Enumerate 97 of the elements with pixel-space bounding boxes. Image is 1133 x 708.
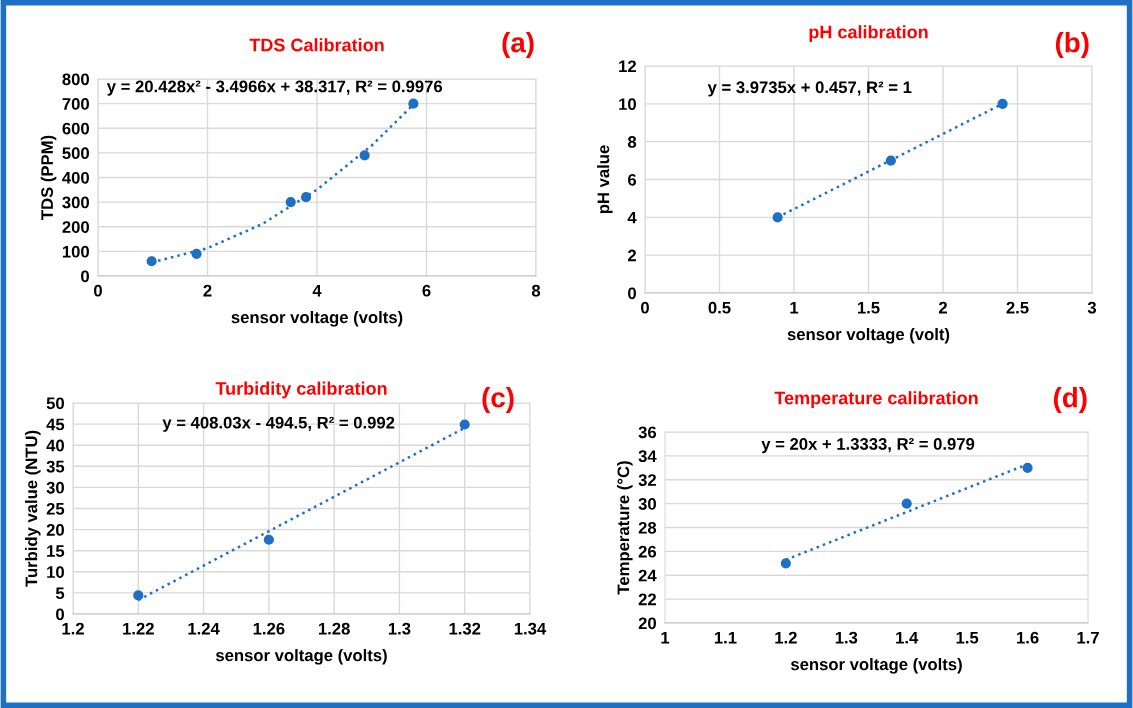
y-tick-label: 15 [47,545,65,557]
x-tick-label: 1.2 [775,631,797,644]
x-tick-label: 1.5 [857,301,880,314]
y-tick-label: 45 [46,418,65,431]
x-tick-label: 3 [1087,301,1097,314]
y-tick-label: 30 [46,481,64,494]
x-tick-label: 1 [790,301,799,314]
text: (b) [1055,32,1089,58]
y-tick-label: 34 [638,450,657,463]
x-tick-label: 8 [531,284,541,297]
y-tick-label: 100 [62,245,89,258]
annotation: (c) [482,387,514,413]
point [263,534,274,545]
x-tick-label: 1.22 [123,622,154,635]
text: (a) [502,32,534,58]
x-tick-label: 0.5 [708,301,731,314]
y-axis-title: pH value [597,145,613,214]
y-tick-label: 0 [81,270,89,283]
x-axis-title: sensor voltage (volts) [790,657,962,674]
y-tick-label: 20 [638,617,656,630]
y-tick-label: 35 [46,460,65,473]
x-tick-label: 1.26 [253,622,285,635]
annotation: y = 20.428x² - 3.4966x + 38.317, R² = 0.9976 [106,80,443,96]
chart-title: Turbidity calibration [215,381,387,399]
y-tick-label: 600 [62,122,89,135]
y-tick-label: 10 [47,566,64,578]
x-tick-label: 2 [203,284,212,297]
y-tick-label: 8 [627,136,637,148]
text: (d) [1053,387,1087,413]
x-tick-label: 1.7 [1077,631,1099,644]
point [997,98,1008,109]
y-tick-label: 300 [62,196,89,209]
y-tick-label: 28 [638,521,657,534]
x-tick-label: 1.32 [449,622,481,635]
point [133,590,144,601]
point [285,197,296,208]
x-tick-label: 1.34 [514,622,547,635]
point [146,256,157,267]
annotation: y = 20x + 1.3333, R² = 0.979 [761,438,975,454]
annotation: y = 408.03x - 494.5, R² = 0.992 [162,416,395,432]
y-tick-label: 20 [46,524,64,536]
y-tick-label: 40 [46,439,64,452]
x-tick-label: 1.4 [896,631,919,644]
y-tick-label: 500 [62,147,89,160]
y-axis-title: Turbidy value (NTU) [25,430,41,587]
y-tick-label: 700 [62,98,89,110]
y-axis-title: TDS (PPM) [40,135,57,220]
x-tick-label: 2 [938,301,947,314]
annotation: y = 3.9735x + 0.457, R² = 1 [707,81,912,97]
y-tick-label: 10 [619,98,636,111]
point [300,192,312,203]
x-tick-label: 2.5 [1006,301,1029,314]
y-tick-label: 0 [56,608,64,621]
x-tick-label: 1.5 [956,631,979,644]
y-tick-label: 6 [628,173,637,186]
x-tick-label: 6 [422,284,431,297]
y-tick-label: 2 [627,249,636,262]
chart-title: Temperature calibration [774,391,978,408]
x-tick-label: 1.3 [388,622,411,635]
x-tick-label: 1 [661,631,670,644]
y-axis-title: Temperature (°C) [617,461,633,595]
point [1022,462,1033,473]
y-tick-label: 26 [638,545,657,558]
x-tick-label: 4 [312,284,322,297]
y-tick-label: 200 [62,221,89,233]
x-tick-label: 0 [94,284,102,297]
point [780,558,791,569]
chart-title: TDS Calibration [249,38,384,52]
y-tick-label: 25 [46,502,65,515]
point [191,248,202,259]
chart-title: pH calibration [809,25,928,42]
x-tick-label: 1.24 [188,622,220,635]
x-axis-title: sensor voltage (volt) [787,327,950,344]
x-tick-label: 1.6 [1017,631,1039,644]
y-tick-label: 32 [638,474,656,486]
point [772,212,783,223]
y-tick-label: 800 [62,73,89,86]
y-tick-label: 400 [62,171,89,184]
x-tick-label: 1.3 [835,631,858,644]
point [885,155,896,166]
x-tick-label: 1.1 [714,631,737,644]
y-tick-label: 30 [638,498,656,510]
point [459,419,470,430]
y-tick-label: 50 [46,397,64,410]
y-tick-label: 4 [627,211,637,224]
x-axis-title: sensor voltage (volts) [231,310,403,327]
y-tick-label: 36 [638,426,657,439]
y-tick-label: 22 [638,593,656,606]
x-axis-title: sensor voltage (volts) [215,648,387,665]
y-tick-label: 24 [638,569,657,582]
point [359,150,370,161]
y-tick-label: 5 [55,587,65,600]
point [901,498,912,509]
y-tick-label: 12 [619,60,636,73]
point [408,98,419,109]
x-tick-label: 1.28 [318,622,350,635]
x-tick-label: 1.2 [62,622,84,635]
